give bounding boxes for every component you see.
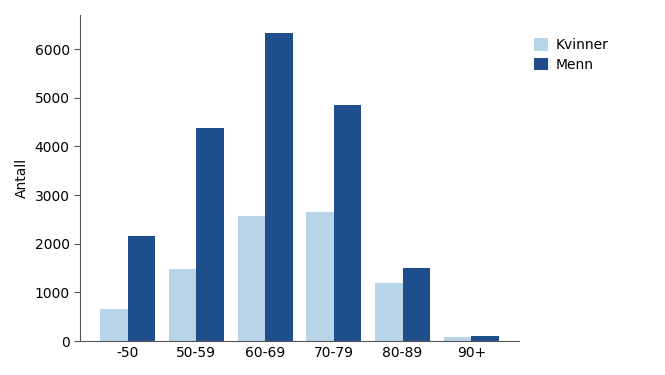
Bar (237, 216, 265, 341)
Bar (128, 236, 155, 341)
Bar (444, 337, 471, 341)
Bar (196, 128, 224, 341)
Legend: Kvinner, Menn: Kvinner, Menn (535, 38, 608, 72)
Bar (100, 309, 128, 341)
Bar (265, 33, 293, 341)
Y-axis label: Antall: Antall (15, 158, 29, 198)
Bar (169, 269, 196, 341)
Bar (402, 268, 430, 341)
Bar (375, 283, 402, 341)
Bar (471, 336, 499, 341)
Bar (307, 212, 334, 341)
Bar (334, 105, 361, 341)
